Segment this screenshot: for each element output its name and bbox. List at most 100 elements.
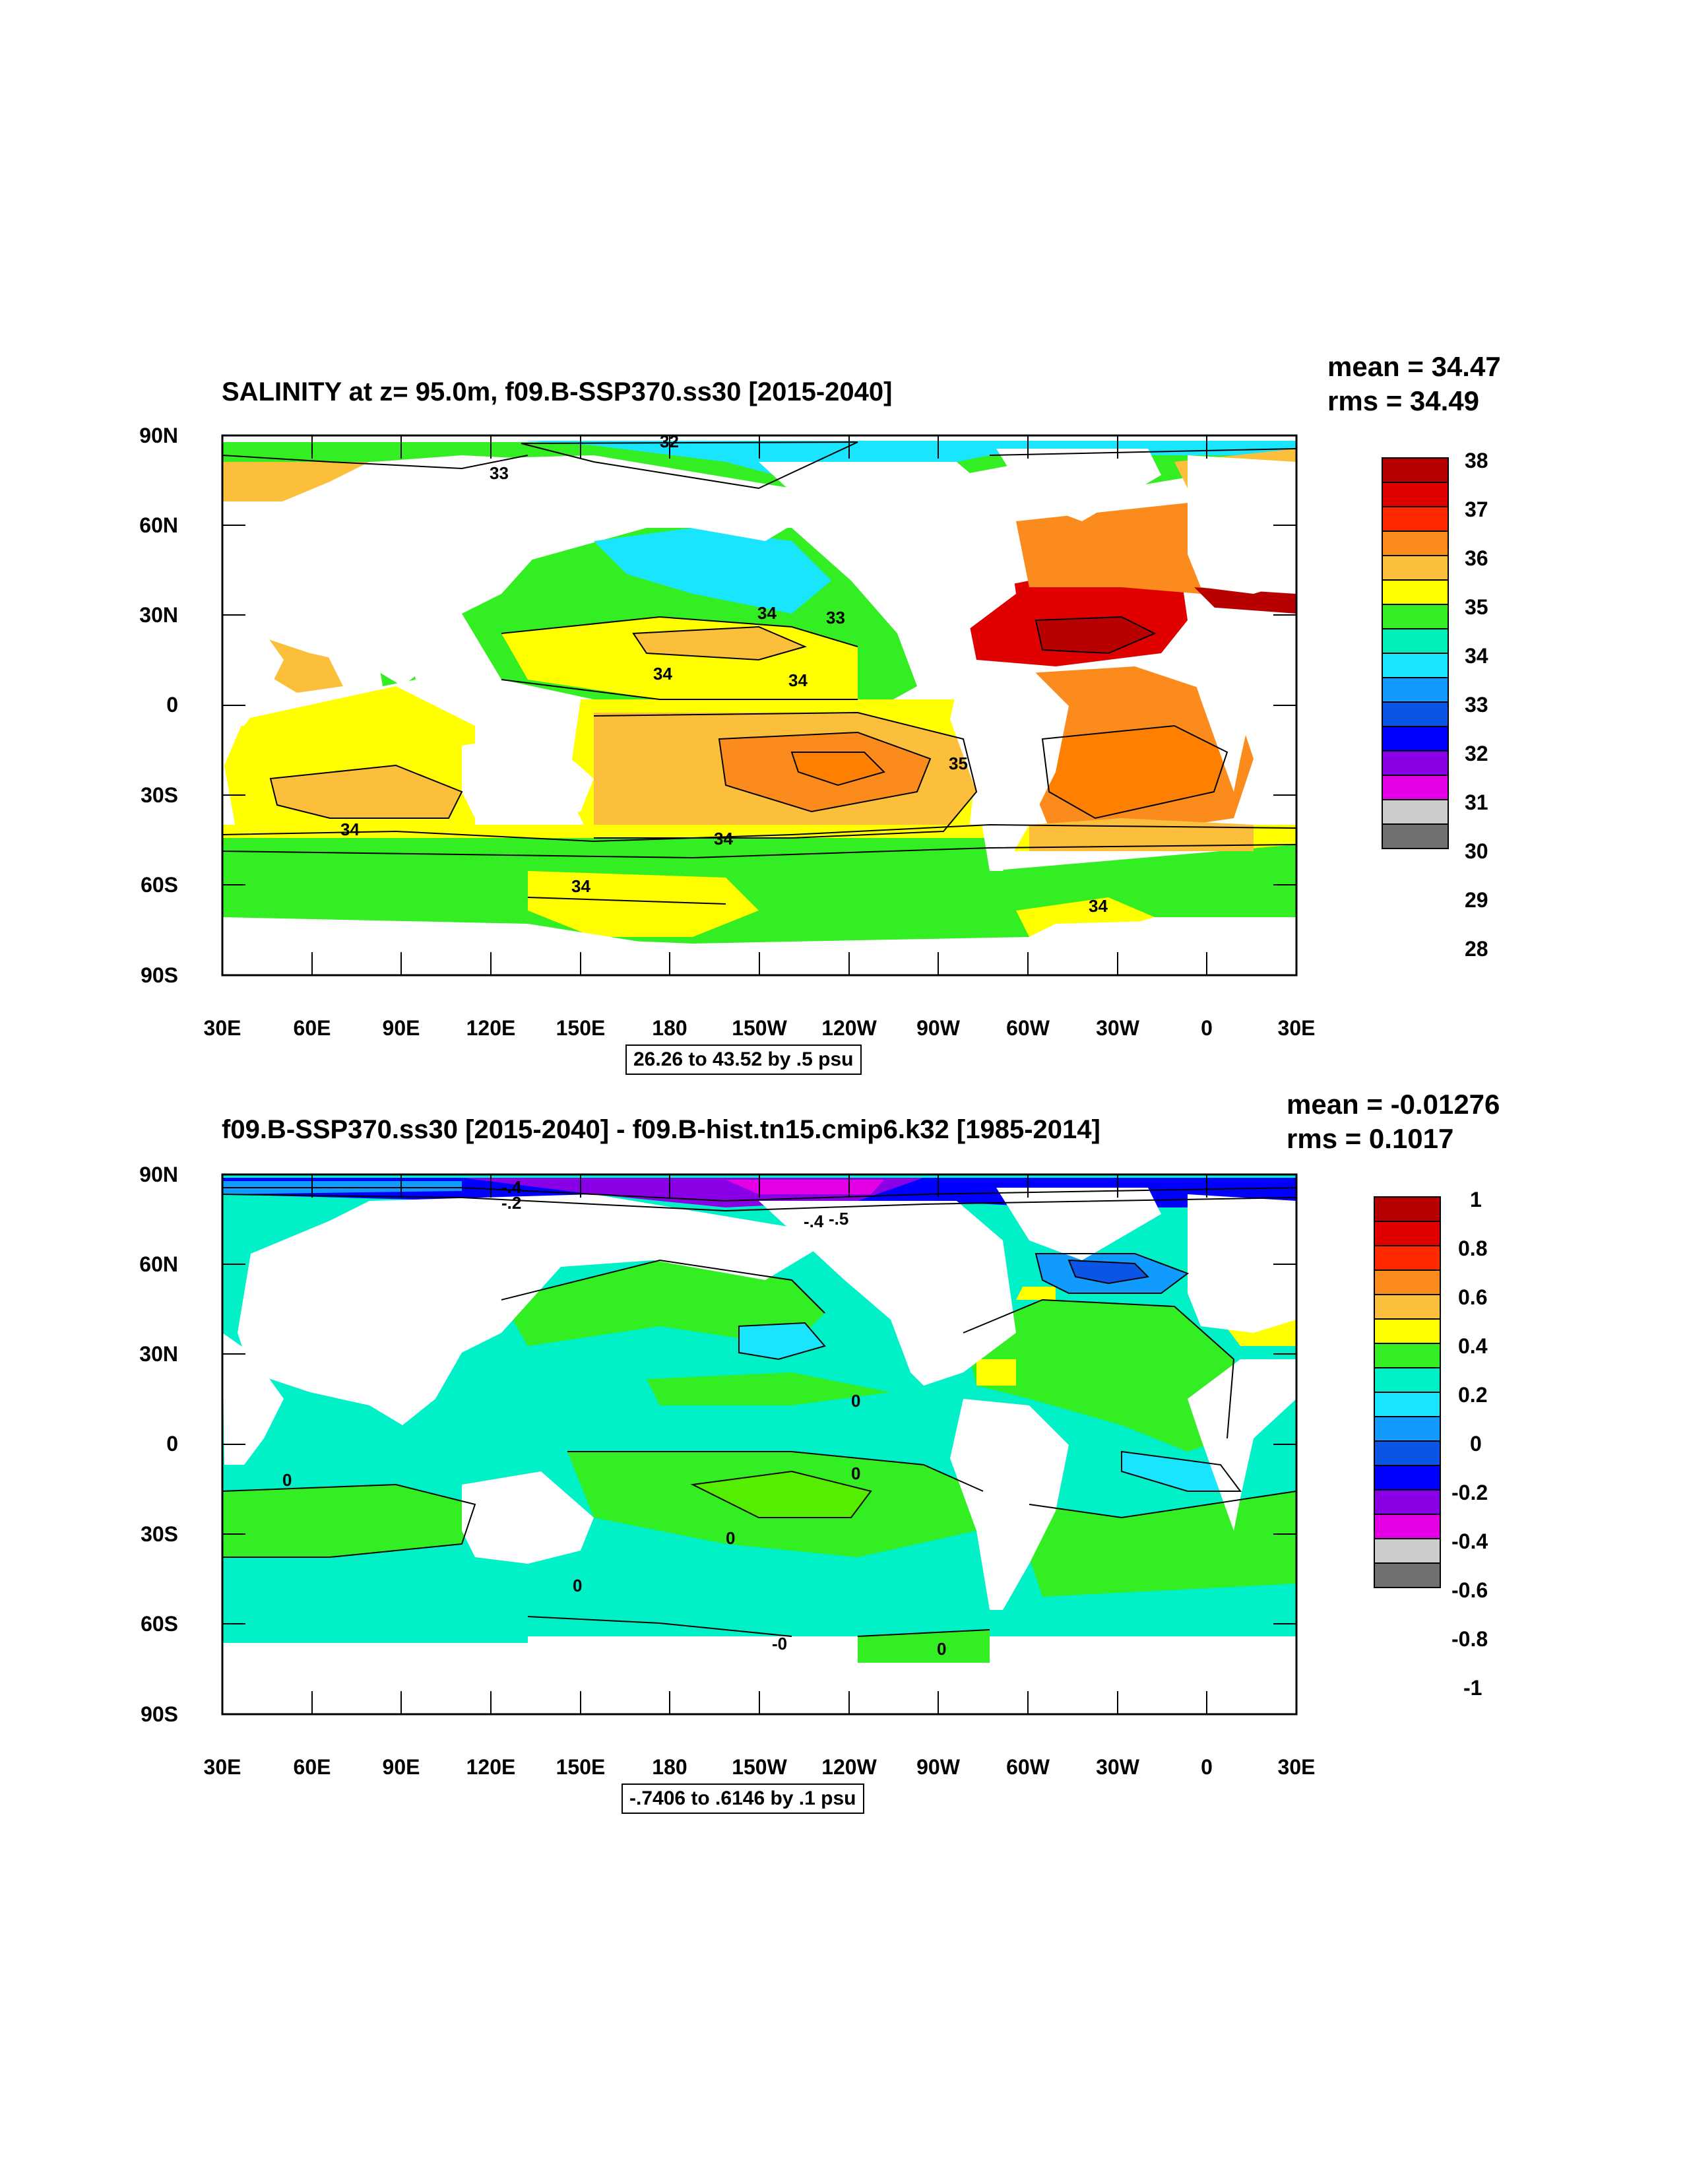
x-tick-label: 60E <box>293 1755 331 1779</box>
colorbar-swatch <box>1374 1465 1441 1491</box>
x-tick-label: 30E <box>203 1016 241 1040</box>
colorbar-label: 0.6 <box>1458 1285 1488 1309</box>
colorbar-swatch <box>1382 750 1449 776</box>
contour-label: 34 <box>340 819 360 839</box>
stats-block: mean = 34.47 rms = 34.49 <box>1327 350 1501 418</box>
colorbar-swatch <box>1382 775 1449 800</box>
x-tick-label: 180 <box>652 1016 687 1040</box>
mean-value: mean = 34.47 <box>1327 351 1501 382</box>
colorbar-swatch <box>1374 1392 1441 1417</box>
contour-range-label: 26.26 to 43.52 by .5 psu <box>625 1044 862 1075</box>
colorbar-label: 38 <box>1465 449 1488 472</box>
colorbar-swatch <box>1374 1318 1441 1344</box>
salinity-difference-map: -.4 -.2 -.4 -.5 0 0 0 0 -0 0 0 <box>221 1173 1441 1716</box>
colorbar-label: 30 <box>1465 839 1488 863</box>
contour-label: 0 <box>573 1576 582 1595</box>
colorbar-label: -0.8 <box>1451 1627 1488 1651</box>
y-tick-label: 90N <box>139 424 178 447</box>
contour-label: 34 <box>757 603 777 623</box>
colorbar-label: 37 <box>1465 498 1488 521</box>
y-tick-label: 30N <box>139 603 178 627</box>
land-north-america <box>759 1201 1016 1386</box>
contour-label: -.4 <box>501 1177 522 1197</box>
land-south-america <box>950 1399 1069 1610</box>
colorbar-swatch <box>1382 604 1449 629</box>
colorbar-swatch <box>1374 1294 1441 1320</box>
colorbar-swatch <box>1374 1562 1441 1588</box>
x-tick-label: 90W <box>916 1016 960 1040</box>
colorbar-swatch <box>1374 1269 1441 1295</box>
colorbar-swatch <box>1374 1538 1441 1564</box>
colorbar-swatch <box>1374 1196 1441 1222</box>
colorbar-swatch <box>1382 482 1449 507</box>
colorbar <box>1374 1196 1441 1588</box>
contour-range-label: -.7406 to .6146 by .1 psu <box>621 1783 864 1814</box>
colorbar-label: 0 <box>1470 1432 1482 1456</box>
bottom-panel: f09.B-SSP370.ss30 [2015-2040] - f09.B-hi… <box>0 1089 1689 2184</box>
contour-label: -.4 <box>804 1211 824 1231</box>
colorbar-label: 34 <box>1465 644 1488 668</box>
colorbar-swatch <box>1382 457 1449 483</box>
contour-label: 0 <box>726 1528 735 1548</box>
axis-ticks <box>222 1174 1296 1714</box>
y-tick-label: 30N <box>139 1342 178 1366</box>
colorbar-label: 0.8 <box>1458 1237 1488 1260</box>
colorbar-swatch <box>1382 506 1449 532</box>
colorbar <box>1382 457 1449 849</box>
x-tick-label: 60W <box>1006 1016 1050 1040</box>
colorbar-label: 29 <box>1465 888 1488 912</box>
x-tick-label: 120E <box>466 1755 516 1779</box>
contour-label: 34 <box>714 829 733 849</box>
x-tick-label: 0 <box>1201 1755 1213 1779</box>
colorbar-swatch <box>1374 1221 1441 1246</box>
x-tick-label: 150E <box>556 1016 606 1040</box>
x-tick-label: 0 <box>1201 1016 1213 1040</box>
colorbar-label: -0.4 <box>1451 1529 1488 1553</box>
x-tick-label: 180 <box>652 1755 687 1779</box>
x-tick-label: 90E <box>382 1016 420 1040</box>
land-australia <box>462 1471 594 1564</box>
atlantic-green <box>963 1300 1234 1452</box>
colorbar-swatch <box>1374 1343 1441 1368</box>
x-tick-label: 90E <box>382 1755 420 1779</box>
colorbar-label: 33 <box>1465 693 1488 717</box>
x-tick-label: 30W <box>1096 1755 1139 1779</box>
colorbar-label: 1 <box>1470 1188 1482 1211</box>
contour-label: 34 <box>653 664 672 684</box>
contour-label: 0 <box>851 1463 860 1483</box>
land-north-america <box>759 462 1016 647</box>
y-tick-label: 60S <box>141 873 178 897</box>
colorbar-swatch <box>1382 555 1449 581</box>
colorbar-label: 32 <box>1465 742 1488 765</box>
colorbar-swatch <box>1382 823 1449 849</box>
x-tick-label: 120W <box>821 1016 877 1040</box>
y-tick-label: 60N <box>139 1252 178 1276</box>
colorbar-label: 0.4 <box>1458 1334 1488 1358</box>
colorbar-label: 31 <box>1465 790 1488 814</box>
land-eurasia <box>238 455 831 686</box>
contour-label: 0 <box>282 1470 292 1490</box>
colorbar-swatch <box>1382 677 1449 703</box>
axis-ticks <box>222 435 1296 975</box>
colorbar-swatch <box>1374 1489 1441 1515</box>
contour-label: 34 <box>1089 896 1108 916</box>
colorbar-label: 0.2 <box>1458 1383 1488 1407</box>
land-africa <box>222 594 284 726</box>
contour-label: 0 <box>937 1639 946 1659</box>
land-south-america <box>950 660 1069 871</box>
x-tick-label: 150E <box>556 1755 606 1779</box>
y-tick-label: 0 <box>166 1432 178 1456</box>
colorbar-swatch <box>1374 1245 1441 1271</box>
colorbar-swatch <box>1382 653 1449 678</box>
colorbar-swatch <box>1374 1367 1441 1393</box>
colorbar-label: -1 <box>1463 1676 1482 1700</box>
x-tick-label: 30E <box>1277 1016 1316 1040</box>
contour-label: -.5 <box>829 1209 848 1229</box>
x-tick-label: 60W <box>1006 1755 1050 1779</box>
colorbar-swatch <box>1382 701 1449 727</box>
contour-label: 34 <box>788 670 808 690</box>
colorbar-label: 28 <box>1465 937 1488 961</box>
colorbar-swatch <box>1382 799 1449 825</box>
panel-title: SALINITY at z= 95.0m, f09.B-SSP370.ss30 … <box>222 377 893 406</box>
colorbar-swatch <box>1374 1514 1441 1539</box>
